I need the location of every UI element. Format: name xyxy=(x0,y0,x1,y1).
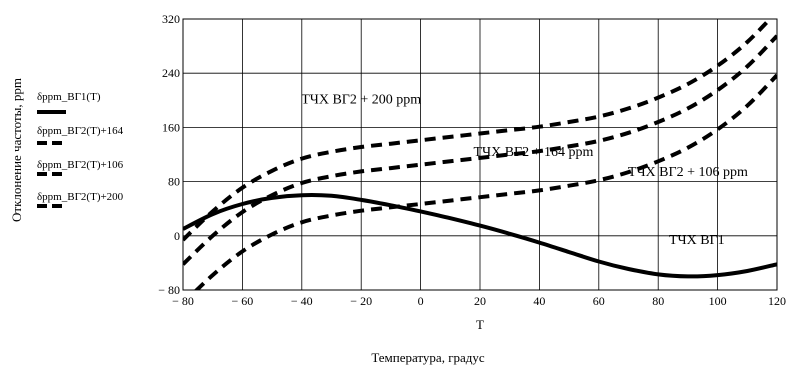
legend-label: δppm_ВГ1(T) xyxy=(37,91,101,103)
x-axis-label: T xyxy=(476,317,484,332)
series-group xyxy=(183,19,777,290)
y-tick-label: 240 xyxy=(162,66,180,80)
x-axis-label-secondary: Температура, градус xyxy=(371,350,485,365)
x-tick-label: 40 xyxy=(533,294,545,308)
y-tick-label: 0 xyxy=(174,229,180,243)
x-tick-label: 100 xyxy=(709,294,727,308)
x-tick-label: − 60 xyxy=(232,294,254,308)
series-line-1 xyxy=(183,193,777,279)
legend-label: δppm_ВГ2(T)+200 xyxy=(37,191,124,203)
curve-annotation: ТЧХ ВГ2 + 200 ppm xyxy=(301,93,421,108)
curve-annotation: ТЧХ ВГ2 + 164 ppm xyxy=(473,145,593,160)
y-tick-label: − 80 xyxy=(158,283,180,297)
legend-label: δppm_ВГ2(T)+106 xyxy=(37,159,124,171)
curve-annotation: ТЧХ ВГ2 + 106 ppm xyxy=(628,165,748,180)
y-tick-label: 80 xyxy=(168,175,180,189)
plot-frame xyxy=(182,18,778,291)
x-tick-label: 120 xyxy=(768,294,786,308)
series-line-4 xyxy=(183,19,773,242)
curve-annotation: ТЧХ ВГ1 xyxy=(669,233,725,248)
series-line-3 xyxy=(193,73,777,290)
x-tick-label: − 40 xyxy=(291,294,313,308)
legend-label: δppm_ВГ2(T)+164 xyxy=(37,125,124,137)
x-tick-label: 80 xyxy=(652,294,664,308)
y-tick-label: 160 xyxy=(162,120,180,134)
y-tick-label: 320 xyxy=(162,12,180,26)
x-tick-label: − 20 xyxy=(350,294,372,308)
x-tick-label: 60 xyxy=(593,294,605,308)
y-axis-label: Отклонение частоты, ppm xyxy=(9,78,24,222)
x-tick-label: 0 xyxy=(418,294,424,308)
x-tick-label: − 80 xyxy=(172,294,194,308)
series-line-2 xyxy=(183,34,777,266)
x-tick-label: 20 xyxy=(474,294,486,308)
